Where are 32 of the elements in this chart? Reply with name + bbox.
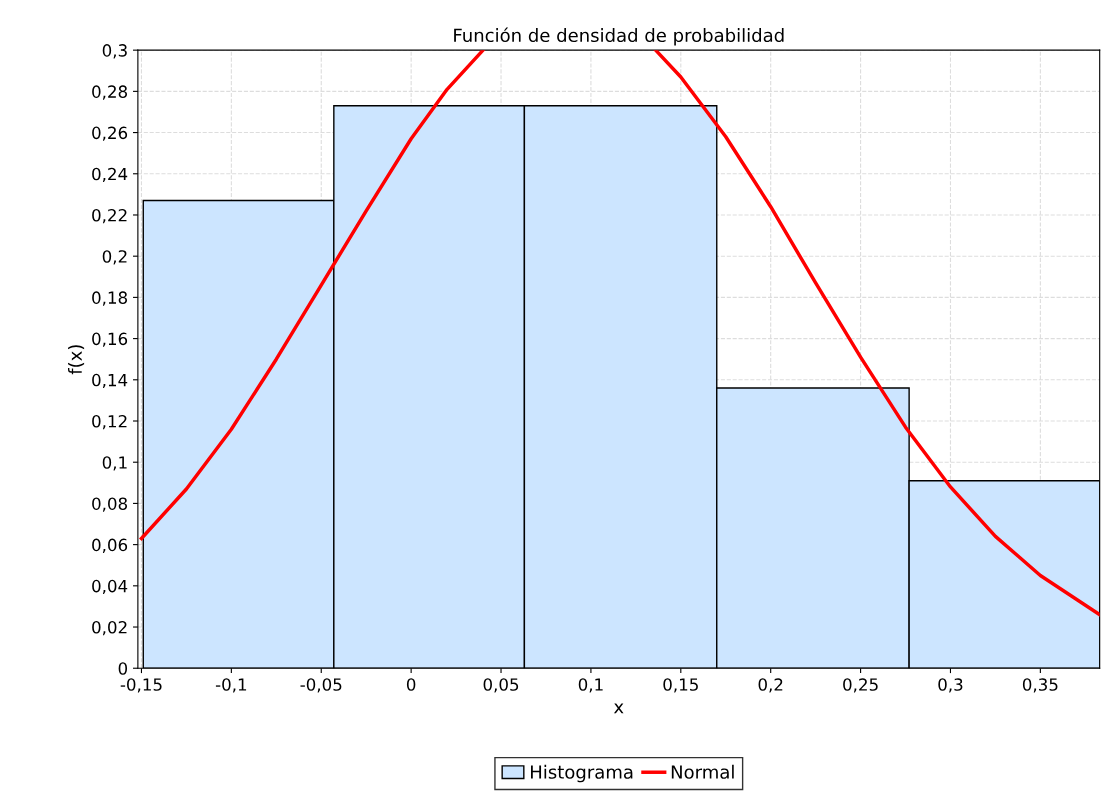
y-tick-label: 0,12: [92, 414, 127, 430]
x-tick-label: 0,35: [1022, 678, 1058, 693]
y-tick-label: 0,2: [102, 250, 127, 265]
x-tick-label: -0,1: [215, 678, 247, 693]
x-tick-label: 0,1: [578, 678, 603, 693]
x-tick-label: 0,15: [663, 678, 698, 693]
y-axis-title: f(x): [68, 345, 85, 375]
y-tick-label: 0,24: [92, 167, 128, 183]
y-tick-label: 0: [118, 662, 128, 675]
y-tick-label: 0,22: [92, 208, 127, 224]
y-tick-label: 0,3: [102, 44, 127, 59]
y-tick-label: 0,1: [102, 456, 127, 471]
chart-title: Función de densidad de probabilidad: [454, 27, 784, 46]
y-tick-label: 0,26: [92, 126, 128, 141]
x-tick-label: 0,25: [843, 678, 878, 693]
x-tick-label: 0,2: [758, 678, 783, 693]
x-tick-label: -0,05: [300, 678, 342, 693]
y-tick-label: 0,14: [92, 373, 128, 389]
legend-label: Histograma: [531, 764, 633, 783]
y-tick-label: 0,04: [92, 579, 128, 595]
legend-label: Normal: [671, 764, 734, 779]
y-tick-label: 0,06: [92, 538, 128, 553]
y-tick-label: 0,08: [92, 497, 128, 512]
y-tick-label: 0,02: [92, 620, 127, 636]
y-tick-label: 0,28: [92, 85, 128, 100]
x-tick-label: -0,15: [120, 678, 162, 693]
y-tick-label: 0,18: [92, 291, 128, 306]
y-tick-label: 0,16: [92, 332, 128, 347]
x-tick-label: 0,3: [938, 678, 963, 693]
x-tick-label: 0,05: [483, 678, 519, 693]
x-tick-label: 0: [406, 678, 416, 691]
x-axis-title: x: [613, 703, 624, 714]
